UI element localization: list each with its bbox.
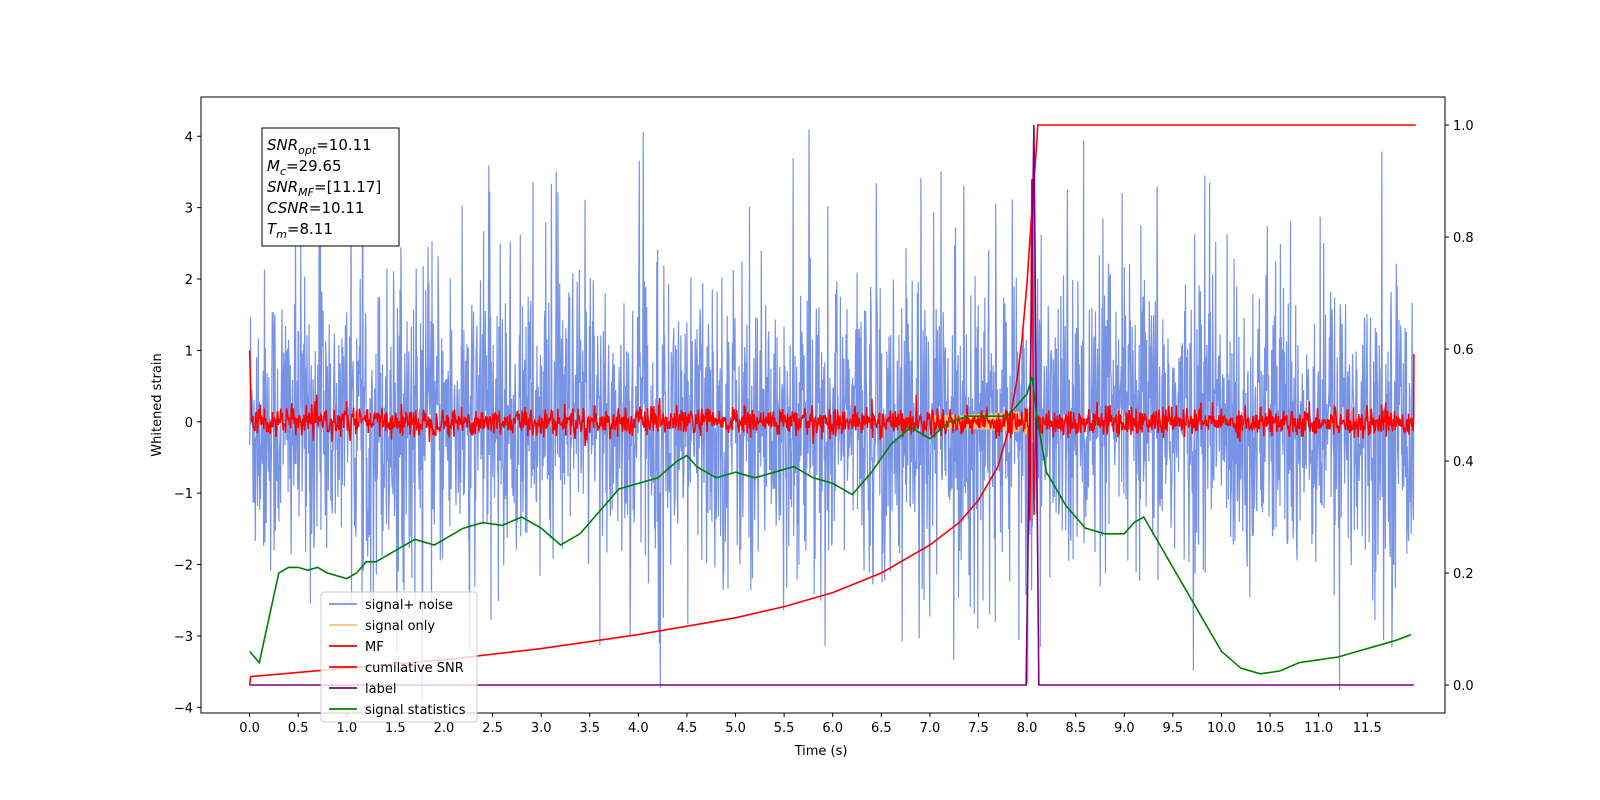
x-tick-label: 6.0 — [822, 721, 843, 736]
x-tick-label: 7.0 — [920, 721, 941, 736]
y-tick-label-right: 0.2 — [1453, 567, 1474, 582]
x-tick-label: 2.5 — [482, 721, 503, 736]
x-tick-label: 9.0 — [1114, 721, 1135, 736]
x-tick-label: 8.5 — [1065, 721, 1086, 736]
y-tick-label-right: 0.4 — [1453, 455, 1474, 470]
legend-label: signal only — [365, 619, 435, 634]
x-tick-label: 8.0 — [1017, 721, 1038, 736]
y-axis-right: 1.0 0.8 0.6 0.4 0.2 0.0 — [1445, 119, 1474, 694]
y-tick-label-right: 1.0 — [1453, 119, 1474, 134]
legend-entry: cumilative SNR — [329, 661, 464, 676]
annotation-line: CSNR=10.11 — [267, 199, 364, 217]
y-tick-label-left: 0 — [185, 416, 193, 431]
series-cumilative-snr — [248, 124, 1416, 686]
legend-label: cumilative SNR — [365, 661, 464, 676]
y-tick-label-right: 0.0 — [1453, 679, 1474, 694]
plot-frame — [200, 96, 1446, 714]
y-tick-label-left: 1 — [185, 344, 193, 359]
series-mf — [248, 179, 1415, 521]
y-tick-label-left: 2 — [185, 273, 193, 288]
x-tick-label: 6.5 — [871, 721, 892, 736]
x-tick-label: 1.5 — [385, 721, 406, 736]
legend: signal+ noise signal only MF cumilative SNR… — [320, 591, 478, 723]
y-tick-label-left: −4 — [174, 701, 193, 716]
legend-entry: signal statistics — [329, 703, 466, 718]
x-tick-label: 4.5 — [677, 721, 698, 736]
x-axis: 0.0 0.5 1.0 1.5 2.0 2.5 3.0 3.5 4.0 4.5 5.0 5.5 6.0 6… — [239, 713, 1382, 736]
y-tick-label-left: 4 — [185, 130, 193, 145]
y-axis-left: 4 3 2 1 0 −1 −2 −3 −4 — [174, 130, 201, 716]
legend-entry: signal only — [329, 619, 435, 634]
x-tick-label: 3.5 — [579, 721, 600, 736]
x-tick-label: 10.5 — [1256, 721, 1285, 736]
y-tick-label-left: −1 — [174, 487, 193, 502]
annotation-box: SNRopt=10.11Mc=29.65SNRMF=[11.17]CSNR=10… — [261, 127, 400, 247]
annotation-line: Mc=29.65 — [267, 157, 342, 178]
x-tick-label: 1.0 — [336, 721, 357, 736]
annotation-frame — [261, 127, 400, 247]
series-layer — [248, 124, 1416, 701]
y-tick-label-right: 0.8 — [1453, 231, 1474, 246]
x-tick-label: 5.5 — [774, 721, 795, 736]
annotation-line: SNRopt=10.11 — [267, 136, 372, 157]
x-tick-label: 5.0 — [725, 721, 746, 736]
x-tick-label: 9.5 — [1163, 721, 1184, 736]
x-tick-label: 4.0 — [628, 721, 649, 736]
x-tick-label: 3.0 — [531, 721, 552, 736]
x-axis-title: Time (s) — [794, 744, 848, 759]
annotation-line: SNRMF=[11.17] — [267, 178, 381, 199]
x-tick-label: 7.5 — [968, 721, 989, 736]
y-tick-label-left: −3 — [174, 630, 193, 645]
legend-entry: label — [329, 682, 396, 697]
series-label — [249, 124, 1414, 686]
legend-label: signal+ noise — [365, 598, 453, 613]
y-tick-label-left: −2 — [174, 559, 193, 574]
annotation-line: Tm=8.11 — [267, 220, 333, 241]
legend-label: signal statistics — [365, 703, 466, 718]
legend-entry: MF — [329, 640, 384, 655]
x-tick-label: 10.0 — [1207, 721, 1236, 736]
x-tick-label: 0.0 — [239, 721, 260, 736]
x-tick-label: 0.5 — [288, 721, 309, 736]
legend-label: label — [365, 682, 396, 697]
y-tick-label-right: 0.6 — [1453, 343, 1474, 358]
legend-label: MF — [365, 640, 384, 655]
legend-frame — [320, 591, 478, 723]
series-signal-statistics — [248, 376, 1412, 675]
y-tick-label-left: 3 — [185, 202, 193, 217]
series-signal-noise — [249, 129, 1415, 701]
y-axis-title: Whitened strain — [150, 353, 165, 456]
x-tick-label: 11.0 — [1304, 721, 1333, 736]
x-tick-label: 2.0 — [434, 721, 455, 736]
legend-entry: signal+ noise — [329, 598, 453, 613]
x-tick-label: 11.5 — [1353, 721, 1382, 736]
